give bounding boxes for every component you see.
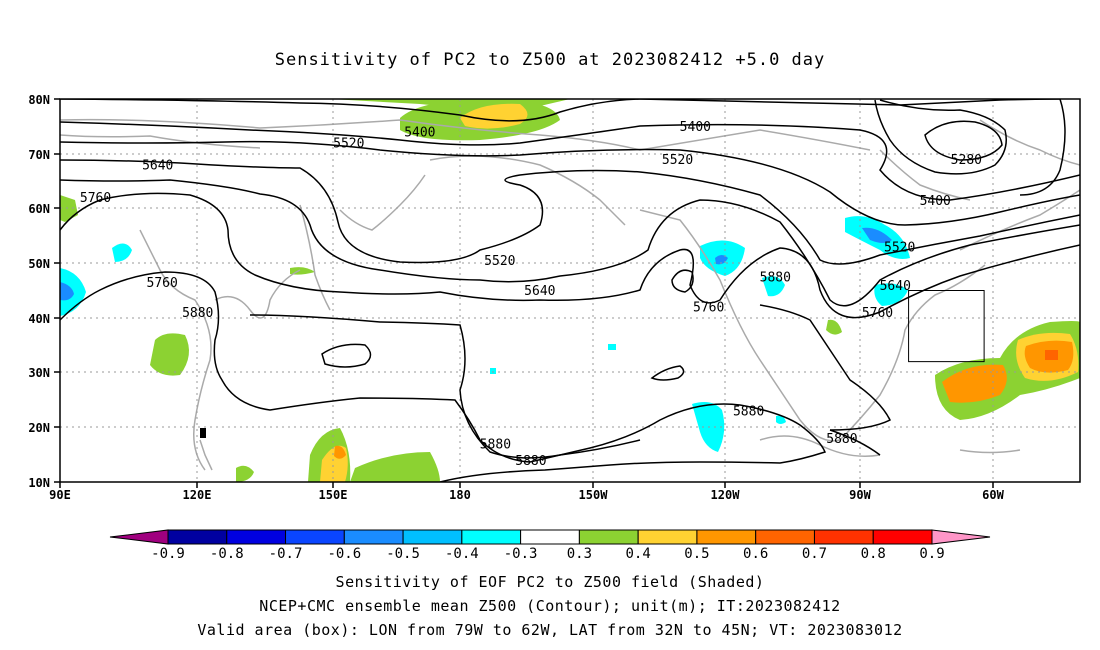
contour-label: 5760: [147, 276, 178, 291]
colorbar-label: 0.9: [919, 546, 944, 562]
colorbar-segment: [755, 529, 815, 545]
colorbar-segment: [226, 529, 287, 545]
contour-label: 5760: [862, 306, 893, 321]
contour-label: 5520: [884, 240, 915, 255]
longitude-labels: 90E 120E 150E 180 150W 120W 90W 60W: [49, 488, 1004, 502]
colorbar-segment: [578, 529, 639, 545]
colorbar-label: -0.9: [151, 546, 185, 562]
colorbar-segment: [461, 529, 522, 545]
colorbar-label: 0.7: [802, 546, 827, 562]
colorbar-label: 0.6: [743, 546, 768, 562]
lat-label: 30N: [28, 366, 50, 380]
lon-label: 120W: [711, 488, 741, 502]
colorbar-segment: [402, 529, 463, 545]
colorbar-segment: [285, 529, 345, 545]
contour-label: 5880: [733, 405, 764, 420]
lon-label: 180: [449, 488, 471, 502]
tick-marks: [54, 98, 994, 488]
colorbar-label: 0.5: [684, 546, 709, 562]
shaded-sensitivity: [60, 99, 1080, 482]
lat-label: 10N: [28, 476, 50, 490]
contour-label: 5880: [480, 437, 511, 452]
colorbar-label: 0.3: [567, 546, 592, 562]
colorbar-segment: [931, 529, 991, 545]
contour-label: 5760: [693, 301, 724, 316]
contour-label: 5880: [760, 271, 791, 286]
colorbar-segment: [167, 529, 228, 545]
colorbar-label: -0.6: [327, 546, 361, 562]
contour-label: 5400: [920, 194, 951, 209]
lat-label: 50N: [28, 257, 50, 271]
contour-label: 5880: [515, 454, 546, 469]
caption-line-1: Sensitivity of EOF PC2 to Z500 field (Sh…: [335, 573, 765, 591]
colorbar-segment: [520, 529, 580, 545]
colorbar-label: -0.8: [210, 546, 244, 562]
valid-area-box: [908, 290, 985, 363]
colorbar-segment: [343, 529, 404, 545]
contour-label: 5880: [826, 432, 857, 447]
contour-label: 5280: [951, 153, 982, 168]
lon-label: 120E: [183, 488, 212, 502]
contour-labels: 5400 5400 5520 5520 5640 5760 5280 5400 5520 5520…: [80, 120, 982, 469]
contour-label: 5400: [404, 126, 435, 141]
lon-label: 150W: [579, 488, 609, 502]
gridlines: [60, 99, 1080, 482]
colorbar: -0.9 -0.8 -0.7 -0.6 -0.5 -0.4 -0.3 0.3 0.4 0.5 0.6…: [109, 529, 991, 562]
colorbar-label: -0.7: [269, 546, 303, 562]
colorbar-segment: [872, 529, 933, 545]
contour-label: 5520: [333, 137, 364, 152]
colorbar-segment: [696, 529, 757, 545]
z500-contours: [60, 99, 1080, 482]
contour-label: 5640: [880, 279, 911, 294]
map-title: Sensitivity of PC2 to Z500 at 2023082412…: [274, 50, 826, 70]
colorbar-label: 0.4: [626, 546, 651, 562]
lat-label: 60N: [28, 202, 50, 216]
colorbar-segment: [813, 529, 874, 545]
caption-line-3: Valid area (box): LON from 79W to 62W, L…: [197, 621, 903, 639]
plot-frame: [59, 98, 1081, 483]
colorbar-label: -0.3: [504, 546, 538, 562]
lat-label: 40N: [28, 312, 50, 326]
contour-label: 5640: [142, 158, 173, 173]
contour-label: 5880: [182, 306, 213, 321]
lon-label: 90W: [849, 488, 871, 502]
contour-label: 5520: [662, 153, 693, 168]
lon-label: 60W: [982, 488, 1004, 502]
contour-label: 5400: [680, 120, 711, 135]
colorbar-label: -0.4: [445, 546, 479, 562]
contour-label: 5640: [524, 284, 555, 299]
colorbar-label: 0.8: [861, 546, 886, 562]
lon-label: 150E: [319, 488, 348, 502]
contour-label: 5760: [80, 191, 111, 206]
lat-label: 80N: [28, 93, 50, 107]
lat-label: 70N: [28, 148, 50, 162]
colorbar-label: -0.5: [386, 546, 420, 562]
lon-label: 90E: [49, 488, 71, 502]
lat-label: 20N: [28, 421, 50, 435]
contour-label: 5520: [484, 254, 515, 269]
caption-line-2: NCEP+CMC ensemble mean Z500 (Contour); u…: [259, 597, 841, 615]
coastlines: [60, 118, 1080, 471]
colorbar-segment: [109, 529, 169, 545]
latitude-labels: 80N 70N 60N 50N 40N 30N 20N 10N: [28, 93, 50, 490]
colorbar-segment: [637, 529, 698, 545]
